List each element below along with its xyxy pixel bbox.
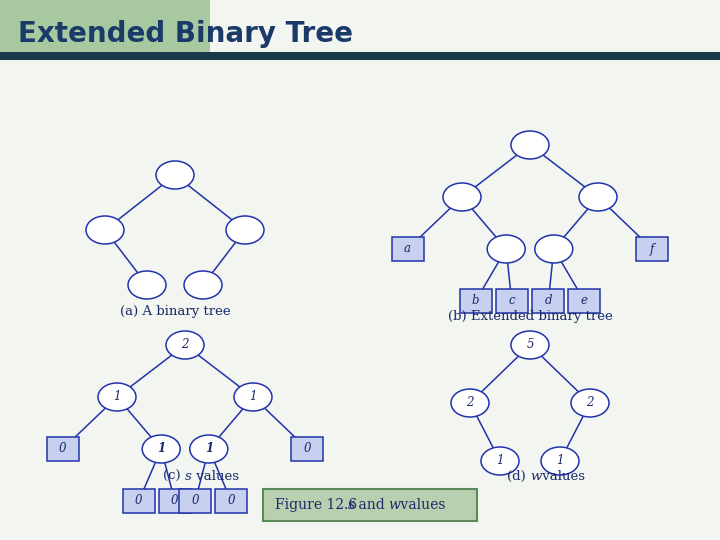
Ellipse shape: [226, 216, 264, 244]
Text: b: b: [472, 294, 480, 307]
Ellipse shape: [541, 447, 579, 475]
Text: c: c: [508, 294, 515, 307]
Text: w: w: [530, 470, 541, 483]
Ellipse shape: [535, 235, 573, 263]
Text: e: e: [581, 294, 588, 307]
Text: 0: 0: [192, 495, 199, 508]
Text: 1: 1: [249, 390, 257, 403]
Text: Extended Binary Tree: Extended Binary Tree: [18, 20, 353, 48]
Text: 2: 2: [181, 339, 189, 352]
FancyBboxPatch shape: [159, 489, 191, 513]
FancyBboxPatch shape: [263, 489, 477, 521]
Ellipse shape: [579, 183, 617, 211]
Text: s: s: [348, 498, 355, 512]
Text: 0: 0: [59, 442, 66, 456]
FancyBboxPatch shape: [47, 437, 78, 461]
Text: s: s: [185, 470, 192, 483]
Ellipse shape: [190, 435, 228, 463]
Text: 1: 1: [557, 455, 564, 468]
FancyBboxPatch shape: [568, 289, 600, 313]
Text: 0: 0: [171, 495, 179, 508]
Text: (b) Extended binary tree: (b) Extended binary tree: [448, 310, 613, 323]
Ellipse shape: [451, 389, 489, 417]
FancyBboxPatch shape: [532, 289, 564, 313]
Text: 2: 2: [467, 396, 474, 409]
Text: 1: 1: [496, 455, 504, 468]
Ellipse shape: [511, 131, 549, 159]
Text: 5: 5: [526, 339, 534, 352]
FancyBboxPatch shape: [292, 437, 323, 461]
Text: 2: 2: [586, 396, 594, 409]
Text: values: values: [192, 470, 239, 483]
Text: (c): (c): [163, 470, 185, 483]
FancyBboxPatch shape: [0, 52, 720, 60]
Text: and: and: [354, 498, 389, 512]
FancyBboxPatch shape: [459, 289, 492, 313]
Ellipse shape: [86, 216, 124, 244]
Ellipse shape: [571, 389, 609, 417]
Text: 0: 0: [135, 495, 143, 508]
FancyBboxPatch shape: [0, 0, 210, 52]
Text: f: f: [650, 242, 654, 255]
Text: Figure 12.6: Figure 12.6: [275, 498, 361, 512]
Ellipse shape: [128, 271, 166, 299]
FancyBboxPatch shape: [636, 237, 668, 261]
Ellipse shape: [166, 331, 204, 359]
Text: d: d: [544, 294, 552, 307]
FancyBboxPatch shape: [392, 237, 423, 261]
Ellipse shape: [184, 271, 222, 299]
Text: 1: 1: [204, 442, 213, 456]
Text: (a) A binary tree: (a) A binary tree: [120, 305, 230, 318]
Text: 0: 0: [228, 495, 235, 508]
FancyBboxPatch shape: [495, 289, 528, 313]
Text: (d): (d): [507, 470, 530, 483]
Text: w: w: [388, 498, 400, 512]
Text: 1: 1: [157, 442, 166, 456]
FancyBboxPatch shape: [215, 489, 247, 513]
Ellipse shape: [511, 331, 549, 359]
Ellipse shape: [443, 183, 481, 211]
Ellipse shape: [142, 435, 180, 463]
Ellipse shape: [487, 235, 525, 263]
Text: values: values: [538, 470, 585, 483]
Ellipse shape: [98, 383, 136, 411]
FancyBboxPatch shape: [179, 489, 211, 513]
Ellipse shape: [481, 447, 519, 475]
Text: values: values: [396, 498, 446, 512]
Ellipse shape: [234, 383, 272, 411]
Text: 0: 0: [304, 442, 311, 456]
Text: a: a: [404, 242, 411, 255]
Ellipse shape: [156, 161, 194, 189]
Text: 1: 1: [113, 390, 121, 403]
FancyBboxPatch shape: [122, 489, 155, 513]
